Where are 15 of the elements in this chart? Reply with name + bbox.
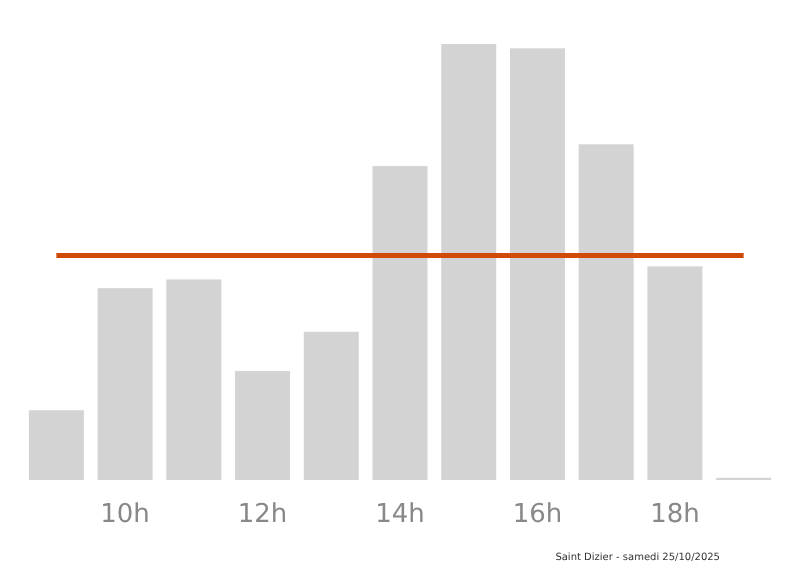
bar bbox=[372, 166, 428, 480]
x-tick-label: 18h bbox=[650, 500, 700, 530]
bar bbox=[578, 144, 634, 480]
bar bbox=[647, 266, 703, 480]
bar bbox=[235, 371, 291, 480]
bar bbox=[166, 279, 222, 480]
bar bbox=[303, 331, 359, 480]
bar bbox=[97, 288, 153, 480]
x-tick-label: 16h bbox=[512, 500, 563, 530]
bar bbox=[28, 410, 84, 480]
x-tick-label: 10h bbox=[100, 500, 150, 530]
x-tick-label: 14h bbox=[375, 500, 425, 530]
x-tick-label: 12h bbox=[237, 500, 288, 530]
bar bbox=[441, 44, 497, 480]
bar bbox=[509, 48, 565, 480]
